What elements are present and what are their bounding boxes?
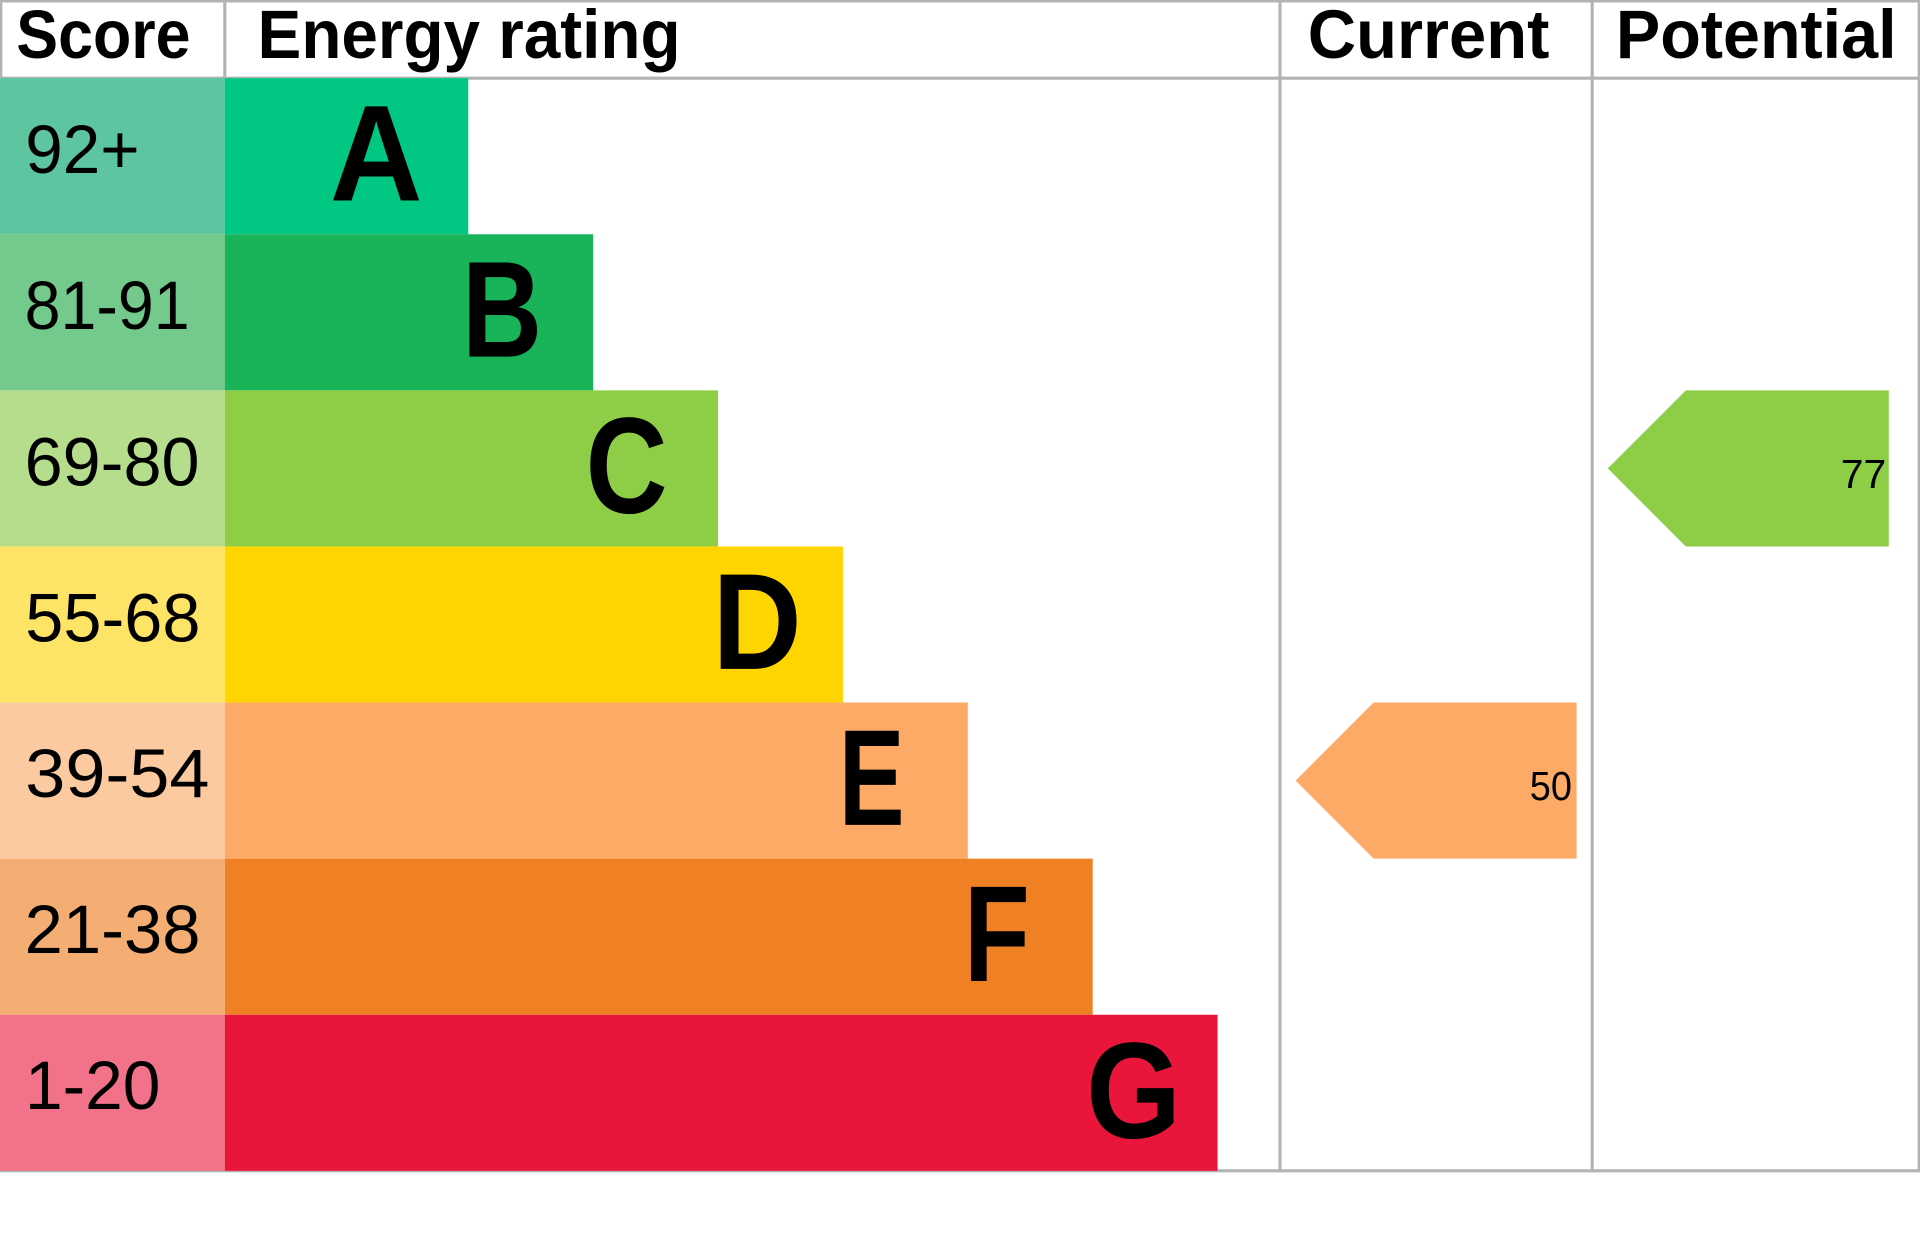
- svg-text:E: E: [839, 702, 905, 855]
- svg-text:Potential: Potential: [1616, 0, 1897, 73]
- svg-text:1-20: 1-20: [25, 1047, 160, 1124]
- svg-text:81-91: 81-91: [25, 267, 190, 344]
- svg-text:C: C: [586, 390, 668, 543]
- svg-text:77: 77: [1841, 451, 1886, 497]
- svg-text:55-68: 55-68: [25, 580, 200, 657]
- svg-text:D: D: [712, 546, 801, 699]
- svg-text:A: A: [330, 78, 423, 231]
- svg-text:69-80: 69-80: [25, 424, 200, 501]
- svg-text:G: G: [1086, 1015, 1181, 1168]
- svg-text:Current: Current: [1308, 0, 1550, 73]
- svg-text:B: B: [462, 234, 542, 387]
- svg-text:92+: 92+: [25, 111, 139, 188]
- svg-text:21-38: 21-38: [25, 891, 201, 968]
- svg-text:Energy rating: Energy rating: [258, 0, 681, 73]
- svg-text:50: 50: [1530, 763, 1572, 809]
- svg-text:39-54: 39-54: [25, 735, 209, 812]
- svg-text:Score: Score: [16, 0, 190, 73]
- svg-text:F: F: [964, 858, 1030, 1011]
